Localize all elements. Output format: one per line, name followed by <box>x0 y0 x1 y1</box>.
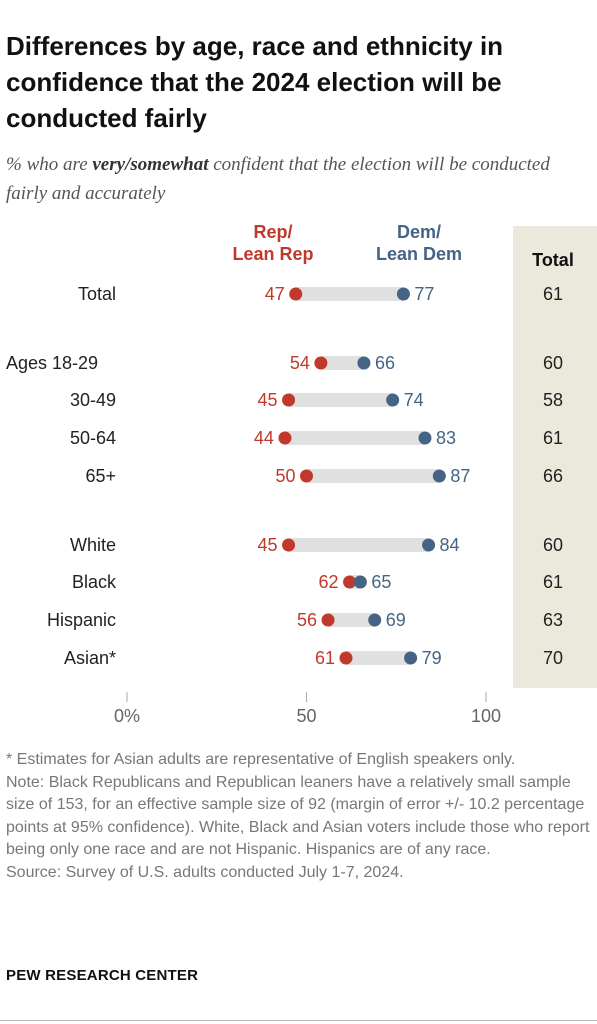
range-bar <box>284 431 425 445</box>
total-value-label: 58 <box>543 390 563 410</box>
row-label: Black <box>72 572 117 592</box>
rep-dot <box>343 575 357 589</box>
row-label: Ages 18-29 <box>6 353 98 373</box>
row-label: 30-49 <box>70 390 116 410</box>
note-text: Note: Black Republicans and Republican l… <box>6 773 590 859</box>
rep-dot <box>282 538 296 552</box>
rep-dot <box>339 651 353 665</box>
rep-value-label: 56 <box>297 610 317 630</box>
subtitle-suffix: confident that the election will be cond… <box>6 154 550 204</box>
dem-dot <box>386 393 400 407</box>
subtitle-emphasis: very/somewhat <box>92 154 209 175</box>
rep-value-label: 47 <box>265 284 285 304</box>
total-value-label: 60 <box>543 353 563 373</box>
dot-plot-chart: Rep/Lean Rep Dem/Lean Dem Total Total 47 77 61… <box>6 222 597 726</box>
dem-value-label: 84 <box>440 535 460 555</box>
dem-value-label: 77 <box>414 284 434 304</box>
total-value-label: 61 <box>543 428 563 448</box>
total-value-label: 60 <box>543 535 563 555</box>
total-value-label: 61 <box>543 284 563 304</box>
chart-notes: * Estimates for Asian adults are represe… <box>6 749 594 885</box>
chart-subtitle: % who are very/somewhat confident that t… <box>6 150 591 208</box>
rep-value-label: 44 <box>254 428 274 448</box>
dem-dot <box>422 538 436 552</box>
dem-value-label: 66 <box>375 353 395 373</box>
range-bar <box>295 287 404 301</box>
chart-title: Differences by age, race and ethnicity i… <box>6 31 504 133</box>
dem-value-label: 79 <box>422 648 442 668</box>
range-bar <box>320 356 364 370</box>
dem-dot <box>357 356 371 370</box>
x-tick-label: 50 <box>296 706 316 726</box>
total-value-label: 61 <box>543 572 563 592</box>
dem-dot <box>432 469 446 483</box>
dem-dot <box>404 651 418 665</box>
total-column-background <box>513 226 597 688</box>
range-bar <box>328 613 375 627</box>
dem-dot <box>418 431 432 445</box>
rep-value-label: 50 <box>275 466 295 486</box>
rep-dot <box>289 287 303 301</box>
rep-series-header: Rep/Lean Rep <box>232 222 313 264</box>
total-value-label: 63 <box>543 610 563 630</box>
row-label: Total <box>78 284 116 304</box>
range-bar <box>345 651 411 665</box>
total-value-label: 66 <box>543 466 563 486</box>
footnote-text: * Estimates for Asian adults are represe… <box>6 751 516 768</box>
range-bar <box>306 469 440 483</box>
subtitle-prefix: % who are <box>6 154 93 175</box>
range-bar <box>288 393 393 407</box>
rep-value-label: 61 <box>315 648 335 668</box>
dem-value-label: 87 <box>450 466 470 486</box>
rep-value-label: 62 <box>319 572 339 592</box>
row-label: Hispanic <box>47 610 116 630</box>
source-text: Source: Survey of U.S. adults conducted … <box>6 863 404 881</box>
x-tick-label: 100 <box>471 706 501 726</box>
rep-value-label: 45 <box>258 390 278 410</box>
rep-value-label: 45 <box>258 535 278 555</box>
dem-dot <box>368 613 382 627</box>
row-label: 65+ <box>85 466 116 486</box>
organization-name: PEW RESEARCH CENTER <box>6 967 199 984</box>
rep-dot <box>321 613 335 627</box>
total-column-header: Total <box>532 250 574 270</box>
dem-dot <box>396 287 410 301</box>
rep-dot <box>300 469 313 483</box>
dem-value-label: 69 <box>386 610 406 630</box>
dem-dot <box>353 575 367 589</box>
row-label: 50-64 <box>70 428 116 448</box>
dem-value-label: 83 <box>436 428 456 448</box>
row-label: White <box>70 535 116 555</box>
total-value-label: 70 <box>543 648 563 668</box>
dem-series-header: Dem/Lean Dem <box>376 222 462 264</box>
row-label: Asian* <box>64 648 116 668</box>
dem-value-label: 65 <box>371 572 391 592</box>
bottom-divider <box>0 1020 597 1021</box>
rep-dot <box>314 356 328 370</box>
x-tick-label: 0% <box>114 706 140 726</box>
rep-dot <box>282 393 296 407</box>
rep-value-label: 54 <box>290 353 310 373</box>
dem-value-label: 74 <box>404 390 424 410</box>
rep-dot <box>278 431 292 445</box>
range-bar <box>288 538 429 552</box>
